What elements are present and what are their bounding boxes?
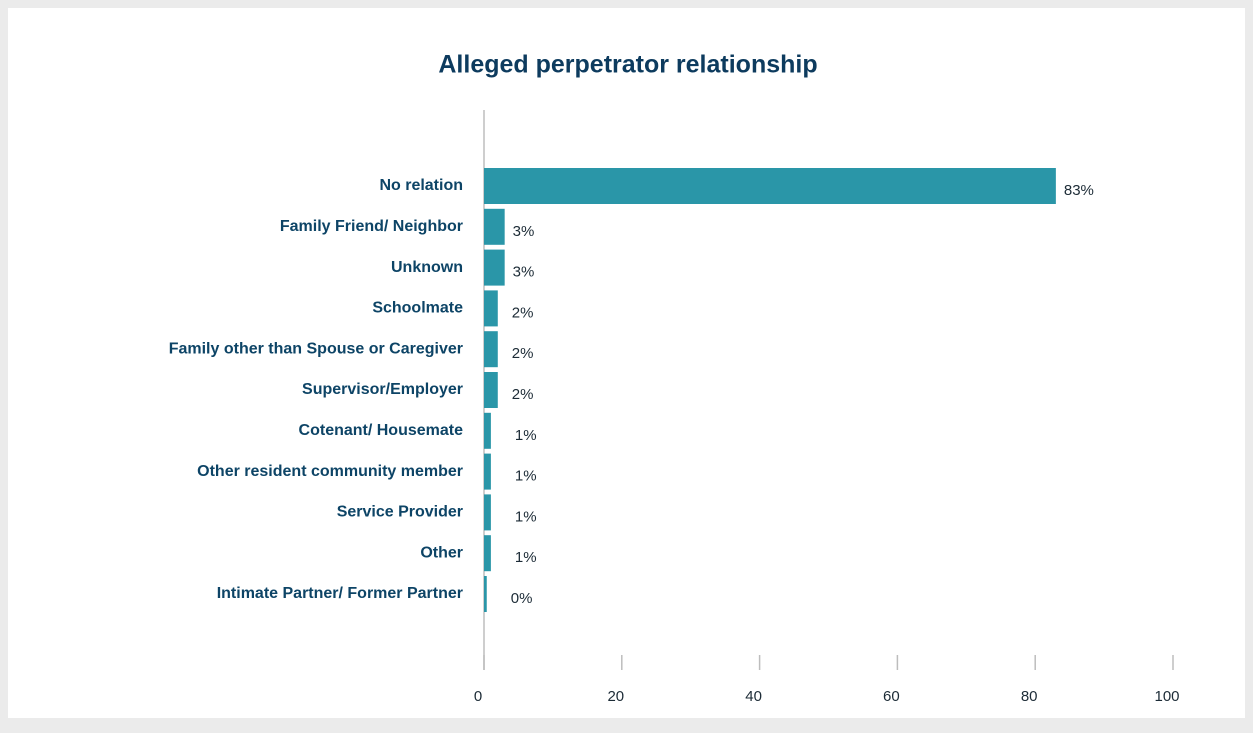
category-label: Family other than Spouse or Caregiver (169, 340, 463, 357)
bar (484, 372, 498, 408)
bar (484, 249, 505, 286)
category-label: Schoolmate (372, 300, 463, 317)
category-label: Supervisor/Employer (302, 381, 463, 398)
value-label: 2% (512, 345, 534, 362)
category-label: Unknown (391, 259, 463, 276)
value-label: 2% (512, 386, 534, 403)
value-label: 0% (511, 590, 533, 607)
x-tick-label: 60 (883, 688, 900, 705)
x-tick-label: 20 (607, 688, 624, 705)
value-label: 3% (513, 264, 535, 281)
category-label: Other (420, 544, 463, 561)
bar (484, 412, 491, 449)
x-tick-label: 100 (1154, 688, 1179, 705)
bar (484, 453, 491, 490)
bar (484, 290, 498, 327)
x-tick-label: 0 (474, 688, 482, 705)
x-tick-label: 80 (1021, 688, 1038, 705)
value-label: 1% (515, 549, 537, 566)
x-tick-label: 40 (745, 688, 762, 705)
category-label: Other resident community member (197, 463, 463, 480)
value-label: 83% (1064, 182, 1094, 199)
category-label: Cotenant/ Housemate (299, 422, 464, 439)
category-label: Family Friend/ Neighbor (280, 218, 463, 235)
value-label: 1% (515, 468, 537, 485)
bar (484, 576, 487, 612)
bar (484, 331, 498, 368)
card (8, 8, 1245, 718)
bar (484, 535, 491, 572)
chart-title: Alleged perpetrator relationship (438, 51, 817, 79)
category-label: No relation (379, 177, 463, 194)
bar (484, 168, 1056, 204)
category-label: Service Provider (337, 504, 463, 521)
value-label: 3% (513, 223, 535, 240)
bar (484, 494, 491, 531)
category-label: Intimate Partner/ Former Partner (217, 585, 463, 602)
value-label: 2% (512, 304, 534, 321)
bar (484, 208, 505, 245)
value-label: 1% (515, 427, 537, 444)
value-label: 1% (515, 508, 537, 525)
